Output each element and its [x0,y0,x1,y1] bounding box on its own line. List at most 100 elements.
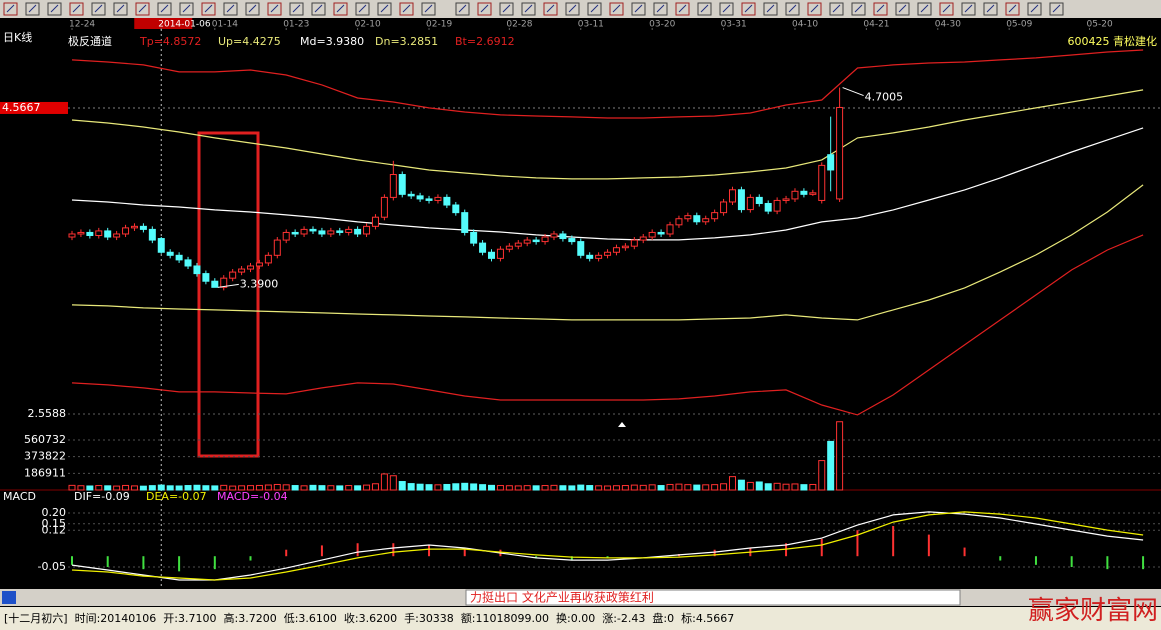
toolbar-glyph [546,4,555,13]
toolbar-button[interactable] [25,2,40,16]
toolbar-button[interactable] [113,2,128,16]
volume-bar [104,485,112,491]
toolbar-glyph [722,4,731,13]
y-tick-label: 186911 [24,466,66,479]
toolbar-button[interactable] [1027,2,1042,16]
toolbar-glyph [590,4,599,13]
x-tick-label: 05-20 [1087,20,1113,30]
toolbar-button[interactable] [1005,2,1020,16]
toolbar-button[interactable] [91,2,106,16]
candle-body [639,236,647,241]
volume-bar [425,484,433,491]
toolbar-button[interactable] [939,2,954,16]
legend-entry: MACD=-0.04 [217,490,288,503]
toolbar-button[interactable] [245,2,260,16]
legend-entry: DIF=-0.09 [74,490,130,503]
volume-bar [488,484,496,491]
toolbar-button[interactable] [521,2,536,16]
toolbar-button[interactable] [135,2,150,16]
news-box[interactable] [465,589,961,606]
candle-body [693,215,701,223]
volume-bar [220,484,228,491]
toolbar-button[interactable] [223,2,238,16]
toolbar-button[interactable] [267,2,282,16]
toolbar-glyph [788,4,797,13]
candle-body [630,239,638,247]
toolbar-button[interactable] [3,2,18,16]
toolbar-glyph [182,4,191,13]
toolbar-button[interactable] [587,2,602,16]
y-tick-label: 560732 [24,433,66,446]
status-field: 高:3.7200 [224,611,277,625]
toolbar-button[interactable] [543,2,558,16]
toolbar-button[interactable] [829,2,844,16]
band-line [71,89,1144,180]
toolbar-button[interactable] [333,2,348,16]
status-bar [0,607,1161,630]
toolbar-button[interactable] [201,2,216,16]
tab-icon[interactable] [2,591,16,604]
candle-body [416,195,424,200]
toolbar-button[interactable] [653,2,668,16]
toolbar-button[interactable] [609,2,624,16]
toolbar-button[interactable] [499,2,514,16]
candle-body [586,254,594,259]
toolbar-button[interactable] [377,2,392,16]
toolbar-button[interactable] [895,2,910,16]
toolbar-button[interactable] [311,2,326,16]
volume-bar [809,483,817,491]
volume-bar [345,485,353,491]
volume-bar [720,483,728,491]
volume-bar [336,485,344,491]
toolbar-button[interactable] [47,2,62,16]
candle-body [675,218,683,226]
candle-body [291,231,299,235]
candle-body [514,242,522,247]
toolbar-button[interactable] [983,2,998,16]
volume-bar [398,481,406,491]
toolbar-button[interactable] [455,2,470,16]
toolbar-button[interactable] [421,2,436,16]
toolbar-button[interactable] [675,2,690,16]
volume-bar [728,476,736,491]
toolbar-button[interactable] [741,2,756,16]
toolbar-button[interactable] [631,2,646,16]
toolbar-button[interactable] [785,2,800,16]
toolbar-button[interactable] [807,2,822,16]
status-field: 换:0.00 [556,611,595,625]
toolbar-glyph [160,4,169,13]
toolbar-button[interactable] [697,2,712,16]
volume-bar [604,485,612,491]
toolbar-button[interactable] [719,2,734,16]
toolbar-button[interactable] [851,2,866,16]
volume-bar [470,483,478,491]
toolbar-button[interactable] [873,2,888,16]
toolbar-button[interactable] [565,2,580,16]
toolbar-button[interactable] [289,2,304,16]
toolbar-glyph [986,4,995,13]
candle-body [728,189,736,203]
volume-bar [157,484,165,491]
toolbar-button[interactable] [179,2,194,16]
volume-bar [68,484,76,491]
toolbar-glyph [50,4,59,13]
toolbar-button[interactable] [399,2,414,16]
toolbar-button[interactable] [69,2,84,16]
toolbar-button[interactable] [477,2,492,16]
candle-body [220,277,228,288]
candle-body [827,154,835,171]
toolbar-button[interactable] [961,2,976,16]
toolbar-button[interactable] [1049,2,1064,16]
candle-body [255,262,263,267]
news-text[interactable]: 力挺出口 文化产业再收获政策红利 [470,590,654,605]
toolbar-glyph [854,4,863,13]
toolbar-button[interactable] [763,2,778,16]
candle-body [666,224,674,235]
candle-body [363,225,371,235]
toolbar-button[interactable] [355,2,370,16]
toolbar-button[interactable] [157,2,172,16]
toolbar-glyph [336,4,345,13]
volume-bar [434,484,442,491]
toolbar-button[interactable] [917,2,932,16]
